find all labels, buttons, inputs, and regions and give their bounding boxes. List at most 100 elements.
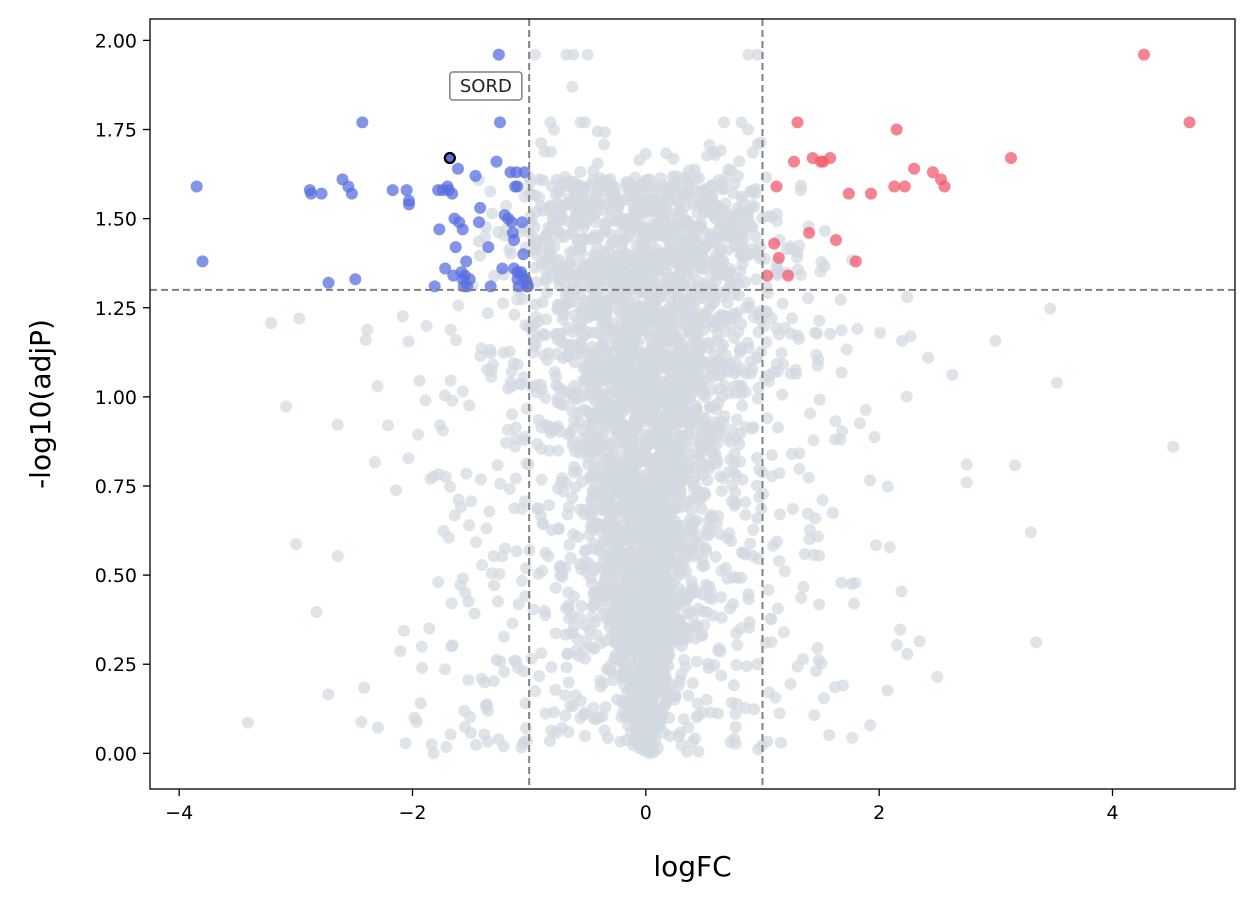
ns-point <box>614 329 627 342</box>
ns-point <box>543 734 556 747</box>
ns-point <box>803 532 816 545</box>
ns-point <box>813 598 826 611</box>
ns-point <box>588 267 601 280</box>
ns-point <box>529 685 542 698</box>
ns-point <box>496 550 509 563</box>
ns-point <box>1024 526 1037 539</box>
ns-point <box>686 677 699 690</box>
ns-point <box>729 271 742 284</box>
up-point <box>782 269 795 282</box>
down-point <box>520 276 533 289</box>
ns-point <box>552 253 565 266</box>
ns-point <box>793 447 806 460</box>
ns-point <box>771 215 784 228</box>
ns-point <box>520 402 533 415</box>
ns-point <box>699 285 712 298</box>
ns-point <box>668 599 681 612</box>
ns-point <box>444 323 457 336</box>
ns-point <box>690 619 703 632</box>
ns-point <box>644 249 657 262</box>
ns-point <box>891 638 904 651</box>
ns-point <box>593 294 606 307</box>
ns-point <box>946 368 959 381</box>
ns-point <box>648 718 661 731</box>
ns-point <box>649 551 662 564</box>
ns-point <box>544 116 557 129</box>
down-point <box>449 241 462 254</box>
down-point <box>322 276 335 289</box>
ns-point <box>368 456 381 469</box>
ns-point <box>634 528 647 541</box>
down-point <box>473 216 485 229</box>
ns-point <box>715 669 728 682</box>
up-point <box>865 187 877 200</box>
ns-point <box>627 633 640 646</box>
down-point <box>439 262 452 275</box>
up-point <box>890 123 903 136</box>
ns-point <box>735 387 748 400</box>
ns-point <box>729 720 742 733</box>
ns-point <box>444 480 457 493</box>
ns-point <box>692 307 705 320</box>
ns-point <box>358 681 371 694</box>
ns-point <box>776 388 789 401</box>
ns-point <box>579 730 592 743</box>
ns-point <box>714 470 727 483</box>
ns-point <box>607 674 620 687</box>
ns-point <box>549 627 562 640</box>
ns-point <box>480 522 493 535</box>
ns-point <box>643 179 656 192</box>
ns-point <box>647 230 660 243</box>
ns-point <box>616 696 629 709</box>
plot-frame <box>149 18 1236 790</box>
ns-point <box>589 307 602 320</box>
ns-point <box>695 629 708 642</box>
ns-point <box>290 538 303 551</box>
ns-point <box>436 424 449 437</box>
ns-point <box>625 709 638 722</box>
ns-point <box>706 449 719 462</box>
ns-point <box>931 670 944 683</box>
ns-point <box>610 457 623 470</box>
ns-point <box>626 522 639 535</box>
y-tick-label: 1.25 <box>95 298 137 320</box>
ns-point <box>488 270 501 283</box>
ns-point <box>674 488 687 501</box>
ns-point <box>710 357 723 370</box>
ns-point <box>714 645 727 658</box>
ns-point <box>693 243 706 256</box>
ns-point <box>485 364 498 377</box>
ns-point <box>684 518 697 531</box>
ns-point <box>535 647 548 660</box>
ns-point <box>859 403 872 416</box>
ns-point <box>813 549 826 562</box>
ns-point <box>548 423 561 436</box>
ns-point <box>535 473 548 486</box>
ns-point <box>561 648 574 661</box>
ns-point <box>560 661 573 674</box>
ns-point <box>552 444 565 457</box>
ns-point <box>535 137 548 150</box>
ns-point <box>442 531 455 544</box>
ns-point <box>509 440 522 453</box>
ns-point <box>533 173 546 186</box>
ns-point <box>725 229 738 242</box>
ns-point <box>448 509 461 522</box>
ns-point <box>584 192 597 205</box>
ns-point <box>586 610 599 623</box>
up-point <box>768 237 781 250</box>
ns-point <box>519 495 532 508</box>
ns-point <box>539 609 552 622</box>
ns-point <box>681 745 694 758</box>
ns-point <box>530 248 543 261</box>
ns-point <box>463 519 476 532</box>
ns-point <box>635 245 648 258</box>
ns-point <box>603 551 616 564</box>
ns-point <box>488 579 501 592</box>
ns-point <box>650 451 663 464</box>
down-point <box>517 248 530 261</box>
ns-point <box>636 348 649 361</box>
annotation-layer: SORD <box>449 71 523 101</box>
ns-point <box>542 499 555 512</box>
ns-point <box>883 541 896 554</box>
